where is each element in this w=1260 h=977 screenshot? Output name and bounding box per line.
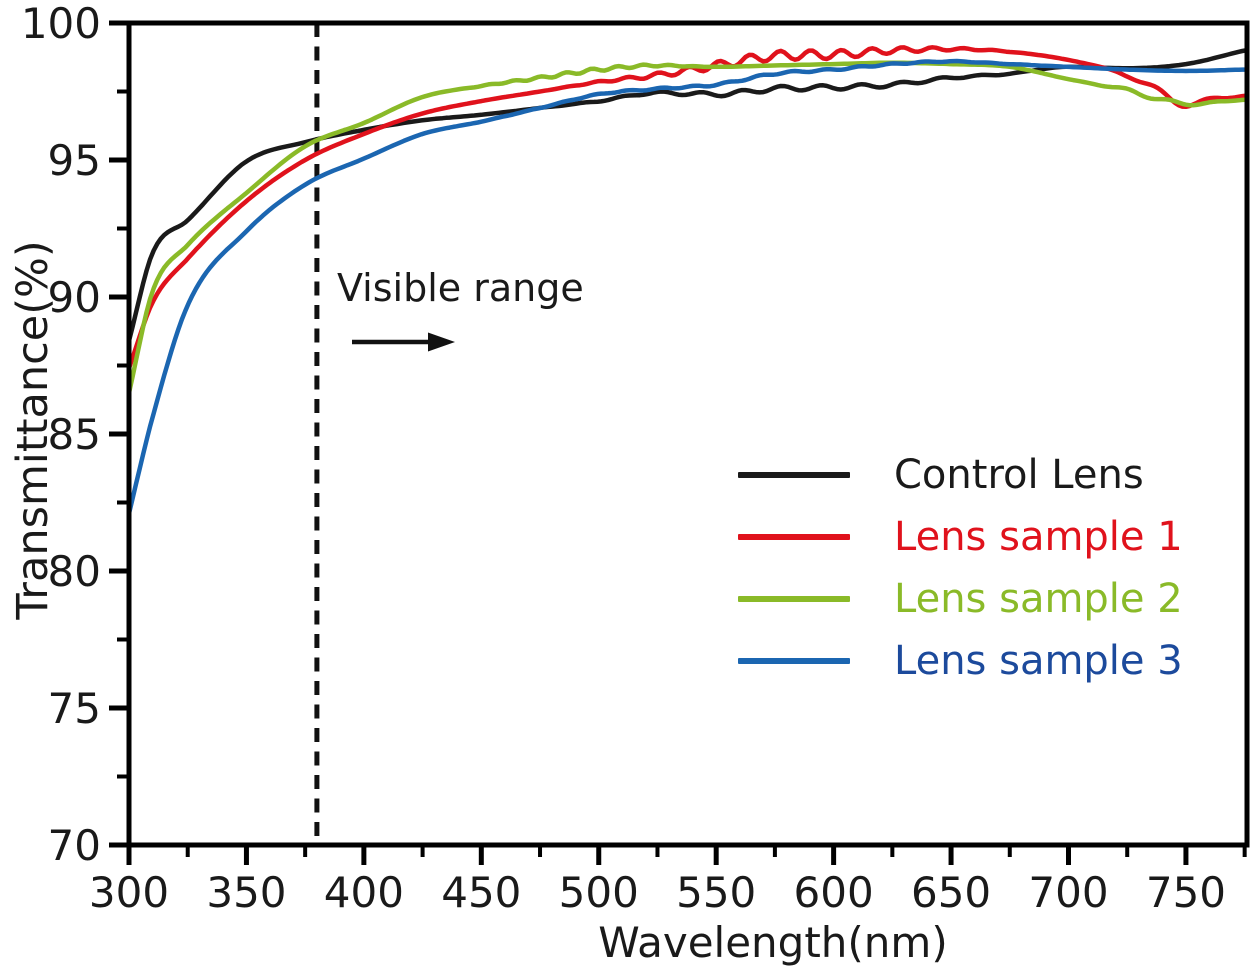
x-tick-label: 500 <box>559 868 639 917</box>
x-tick-label: 600 <box>794 868 874 917</box>
legend-row: Control Lens <box>738 444 1183 506</box>
legend-swatch <box>738 534 850 540</box>
series-line-control-lens <box>128 48 1248 344</box>
series-line-lens-sample-3 <box>128 58 1248 516</box>
legend-label: Lens sample 3 <box>894 638 1183 684</box>
y-tick-label: 95 <box>48 136 101 185</box>
visible-range-label: Visible range <box>337 266 584 310</box>
x-axis-title: Wavelength(nm) <box>598 918 948 967</box>
legend-swatch <box>738 472 850 478</box>
x-tick-label: 700 <box>1028 868 1108 917</box>
legend-label: Lens sample 2 <box>894 576 1183 622</box>
x-tick-label: 400 <box>324 868 404 917</box>
legend-row: Lens sample 2 <box>738 568 1183 630</box>
legend-label: Lens sample 1 <box>894 514 1183 560</box>
x-tick-label: 300 <box>89 868 169 917</box>
legend-swatch <box>738 596 850 602</box>
visible-range-arrow-head <box>428 332 455 352</box>
y-tick-label: 85 <box>48 410 101 459</box>
legend-row: Lens sample 3 <box>738 630 1183 692</box>
x-tick-label: 350 <box>206 868 286 917</box>
legend: Control Lens Lens sample 1 Lens sample 2… <box>738 444 1183 692</box>
legend-swatch <box>738 658 850 664</box>
x-tick-label: 750 <box>1146 868 1226 917</box>
y-tick-label: 70 <box>48 821 101 870</box>
legend-label: Control Lens <box>894 452 1144 498</box>
x-tick-label: 650 <box>911 868 991 917</box>
series-group <box>128 45 1248 516</box>
y-tick-label: 100 <box>21 0 101 48</box>
x-tick-label: 550 <box>676 868 756 917</box>
y-tick-label: 80 <box>48 547 101 596</box>
series-line-lens-sample-2 <box>128 60 1248 396</box>
legend-row: Lens sample 1 <box>738 506 1183 568</box>
x-tick-label: 450 <box>441 868 521 917</box>
y-tick-label: 90 <box>48 273 101 322</box>
y-tick-label: 75 <box>48 684 101 733</box>
y-axis-title: Transmittance(%) <box>8 240 58 620</box>
